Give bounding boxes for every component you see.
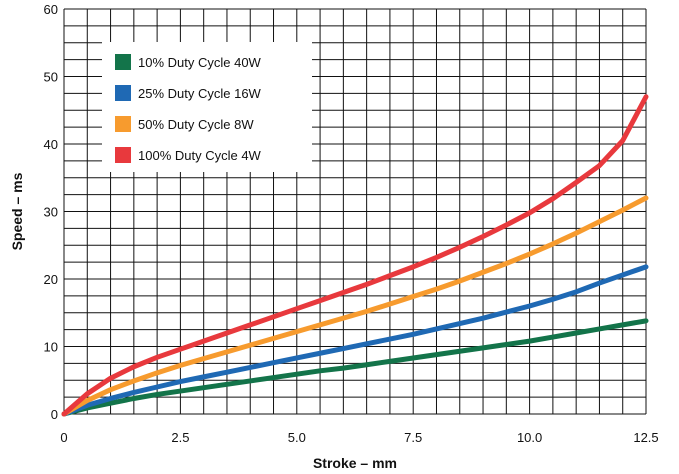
x-tick-label: 5.0 [288, 430, 306, 445]
y-tick-label: 60 [44, 2, 58, 17]
y-tick-label: 20 [44, 272, 58, 287]
x-axis-label: Stroke – mm [313, 455, 397, 471]
legend-label: 10% Duty Cycle 40W [138, 55, 262, 70]
x-tick-label: 2.5 [171, 430, 189, 445]
x-tick-labels: 0 2.5 5.0 7.5 10.0 12.5 [60, 430, 658, 445]
y-axis-label: Speed – ms [9, 172, 25, 250]
x-tick-label: 10.0 [517, 430, 542, 445]
y-tick-labels: 0 10 20 30 40 50 60 [44, 2, 58, 422]
series-line-4 [61, 94, 649, 417]
x-tick-label: 12.5 [633, 430, 658, 445]
series-line-3 [61, 195, 649, 417]
y-tick-label: 50 [44, 70, 58, 85]
legend-swatch [115, 85, 131, 101]
legend-swatch [115, 116, 131, 132]
y-tick-label: 0 [51, 407, 58, 422]
series-line-1 [61, 318, 649, 417]
series-line-2 [61, 264, 649, 417]
legend-background [102, 42, 312, 172]
legend-label: 100% Duty Cycle 4W [138, 148, 262, 163]
legend: 10% Duty Cycle 40W 25% Duty Cycle 16W 50% … [102, 42, 312, 172]
y-tick-label: 40 [44, 137, 58, 152]
x-tick-label: 0 [60, 430, 67, 445]
legend-swatch [115, 54, 131, 70]
y-tick-label: 10 [44, 340, 58, 355]
legend-label: 25% Duty Cycle 16W [138, 86, 262, 101]
series-lines [61, 94, 649, 417]
legend-swatch [115, 147, 131, 163]
legend-label: 50% Duty Cycle 8W [138, 117, 254, 132]
x-tick-label: 7.5 [404, 430, 422, 445]
y-tick-label: 30 [44, 205, 58, 220]
